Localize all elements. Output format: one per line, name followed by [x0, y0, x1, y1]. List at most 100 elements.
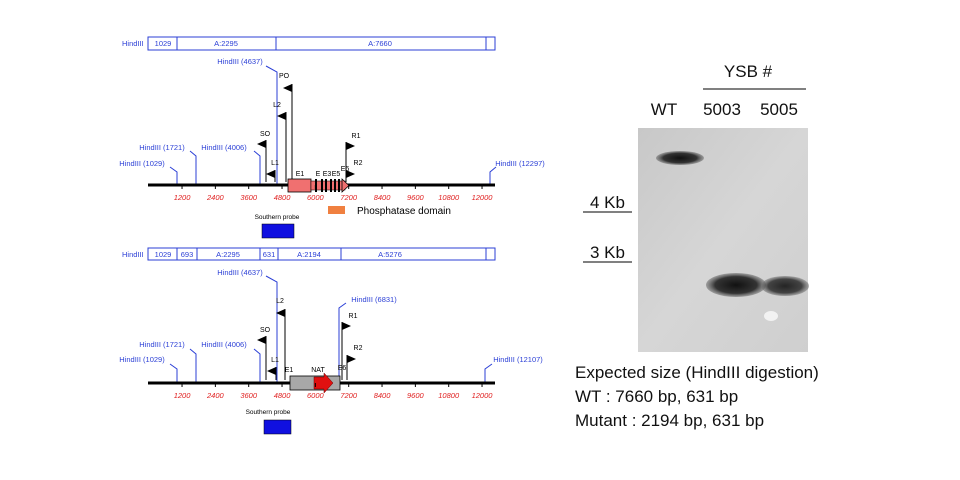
primer-label: L2 — [276, 298, 284, 305]
fragment-cell: A:5276 — [378, 250, 402, 259]
tick-label: 9600 — [407, 391, 425, 400]
site-label: HindIII (4637) — [217, 268, 263, 277]
fragment-cell: 631 — [263, 250, 276, 259]
probe — [261, 223, 295, 239]
band — [706, 273, 766, 297]
exon-label: E1 — [285, 367, 294, 374]
tick-label: 4800 — [274, 391, 292, 400]
tick-label: 2400 — [206, 391, 225, 400]
primer-flag — [342, 322, 351, 330]
tick-label: 6000 — [307, 193, 325, 202]
site-line — [265, 275, 278, 383]
primer-label: R2 — [354, 160, 363, 167]
tick-label: 8400 — [374, 391, 392, 400]
gel-panel: YSB # WT 5003 5005 4 Kb 3 Kb Expected si… — [575, 62, 819, 430]
domain-label: Phosphatase domain — [357, 206, 451, 217]
primer-label: SO — [260, 327, 271, 334]
marker-label: 3 Kb — [590, 243, 625, 262]
marker-label: 4 Kb — [590, 193, 625, 212]
probe-label: Southern probe — [255, 214, 300, 221]
fragment-label: HindIII — [122, 39, 144, 48]
probe — [263, 419, 292, 435]
primer-flag — [283, 84, 292, 92]
domain-swatch — [328, 206, 345, 214]
site-line — [169, 166, 178, 185]
lane-label: WT — [651, 100, 677, 119]
fragment-cell: A:2295 — [214, 39, 238, 48]
axis-ticks: 1200 2400 3600 4800 6000 7200 8400 9600 10800 120… — [174, 185, 494, 202]
tick-label: 3600 — [240, 391, 258, 400]
primer-flag — [266, 170, 275, 178]
group-label: YSB # — [724, 62, 773, 81]
exon-label: E3 — [323, 171, 332, 178]
primer-label: SO — [260, 131, 271, 138]
primer-flag — [277, 112, 286, 120]
lane-label: 5003 — [703, 100, 741, 119]
exon-arrow — [341, 178, 350, 193]
site-line — [189, 150, 197, 185]
tick-label: 8400 — [374, 193, 392, 202]
site-line — [169, 363, 178, 383]
site-line — [265, 65, 278, 185]
fragment-label: HindIII — [122, 250, 144, 259]
gel-spot — [764, 311, 778, 321]
primer-label: R2 — [354, 345, 363, 352]
site-label: HindIII (1029) — [119, 159, 165, 168]
exon-label: E6 — [338, 365, 347, 372]
lane-label: 5005 — [760, 100, 798, 119]
site-label: HindIII (1029) — [119, 355, 165, 364]
caption-title: Expected size (HindIII digestion) — [575, 363, 819, 382]
caption-line: WT : 7660 bp, 631 bp — [575, 387, 738, 406]
site-label: HindIII (4006) — [201, 143, 247, 152]
tick-label: 7200 — [340, 391, 358, 400]
exon-bars — [315, 179, 340, 192]
fragment-cell: A:7660 — [368, 39, 392, 48]
tick-label: 1200 — [174, 193, 192, 202]
primer-flag — [257, 336, 266, 344]
probe-label: Southern probe — [246, 409, 291, 416]
primer-flag — [276, 309, 285, 317]
tick-label: 12000 — [472, 391, 494, 400]
site-label: HindIII (4637) — [217, 57, 263, 66]
exon-label: E — [316, 171, 321, 178]
fragment-cell: 1029 — [155, 39, 172, 48]
fragment-bar — [147, 36, 496, 51]
caption-line: Mutant : 2194 bp, 631 bp — [575, 411, 764, 430]
site-line — [253, 150, 261, 185]
primer-flag — [267, 367, 276, 375]
primer-flag — [347, 355, 356, 363]
site-label: HindIII (1721) — [139, 340, 185, 349]
tick-label: 6000 — [307, 391, 325, 400]
exon-label: E1 — [296, 171, 305, 178]
primer-label: R1 — [352, 133, 361, 140]
exon-label: NAT — [311, 367, 325, 374]
site-label: HindIII (6831) — [351, 295, 397, 304]
top-map: HindIII 1029 A:2295 A:7660 HindIII (4637… — [119, 36, 545, 239]
fragment-cell: 693 — [181, 250, 194, 259]
fragment-cell: 1029 — [155, 250, 172, 259]
tick-label: 3600 — [240, 193, 258, 202]
primer-flag — [346, 142, 355, 150]
site-line — [253, 348, 261, 383]
fragment-cell: A:2194 — [297, 250, 321, 259]
site-line — [189, 348, 197, 383]
tick-label: 9600 — [407, 193, 425, 202]
site-label: HindIII (1721) — [139, 143, 185, 152]
tick-label: 10800 — [438, 391, 460, 400]
primer-label: L1 — [271, 160, 279, 167]
site-line — [489, 166, 497, 185]
site-label: HindIII (4006) — [201, 340, 247, 349]
tick-label: 2400 — [206, 193, 225, 202]
band — [656, 151, 704, 165]
exon — [287, 178, 312, 193]
site-line — [338, 302, 347, 383]
nat-arrow — [313, 372, 334, 394]
exon-label: E6 — [341, 166, 350, 173]
tick-label: 12000 — [472, 193, 494, 202]
site-line — [484, 363, 493, 383]
tick-label: 10800 — [438, 193, 460, 202]
tick-label: 7200 — [340, 193, 358, 202]
site-label: HindIII (12107) — [493, 355, 543, 364]
bottom-map: HindIII 1029 693 A:2295 631 A:2194 A:527… — [119, 247, 543, 435]
